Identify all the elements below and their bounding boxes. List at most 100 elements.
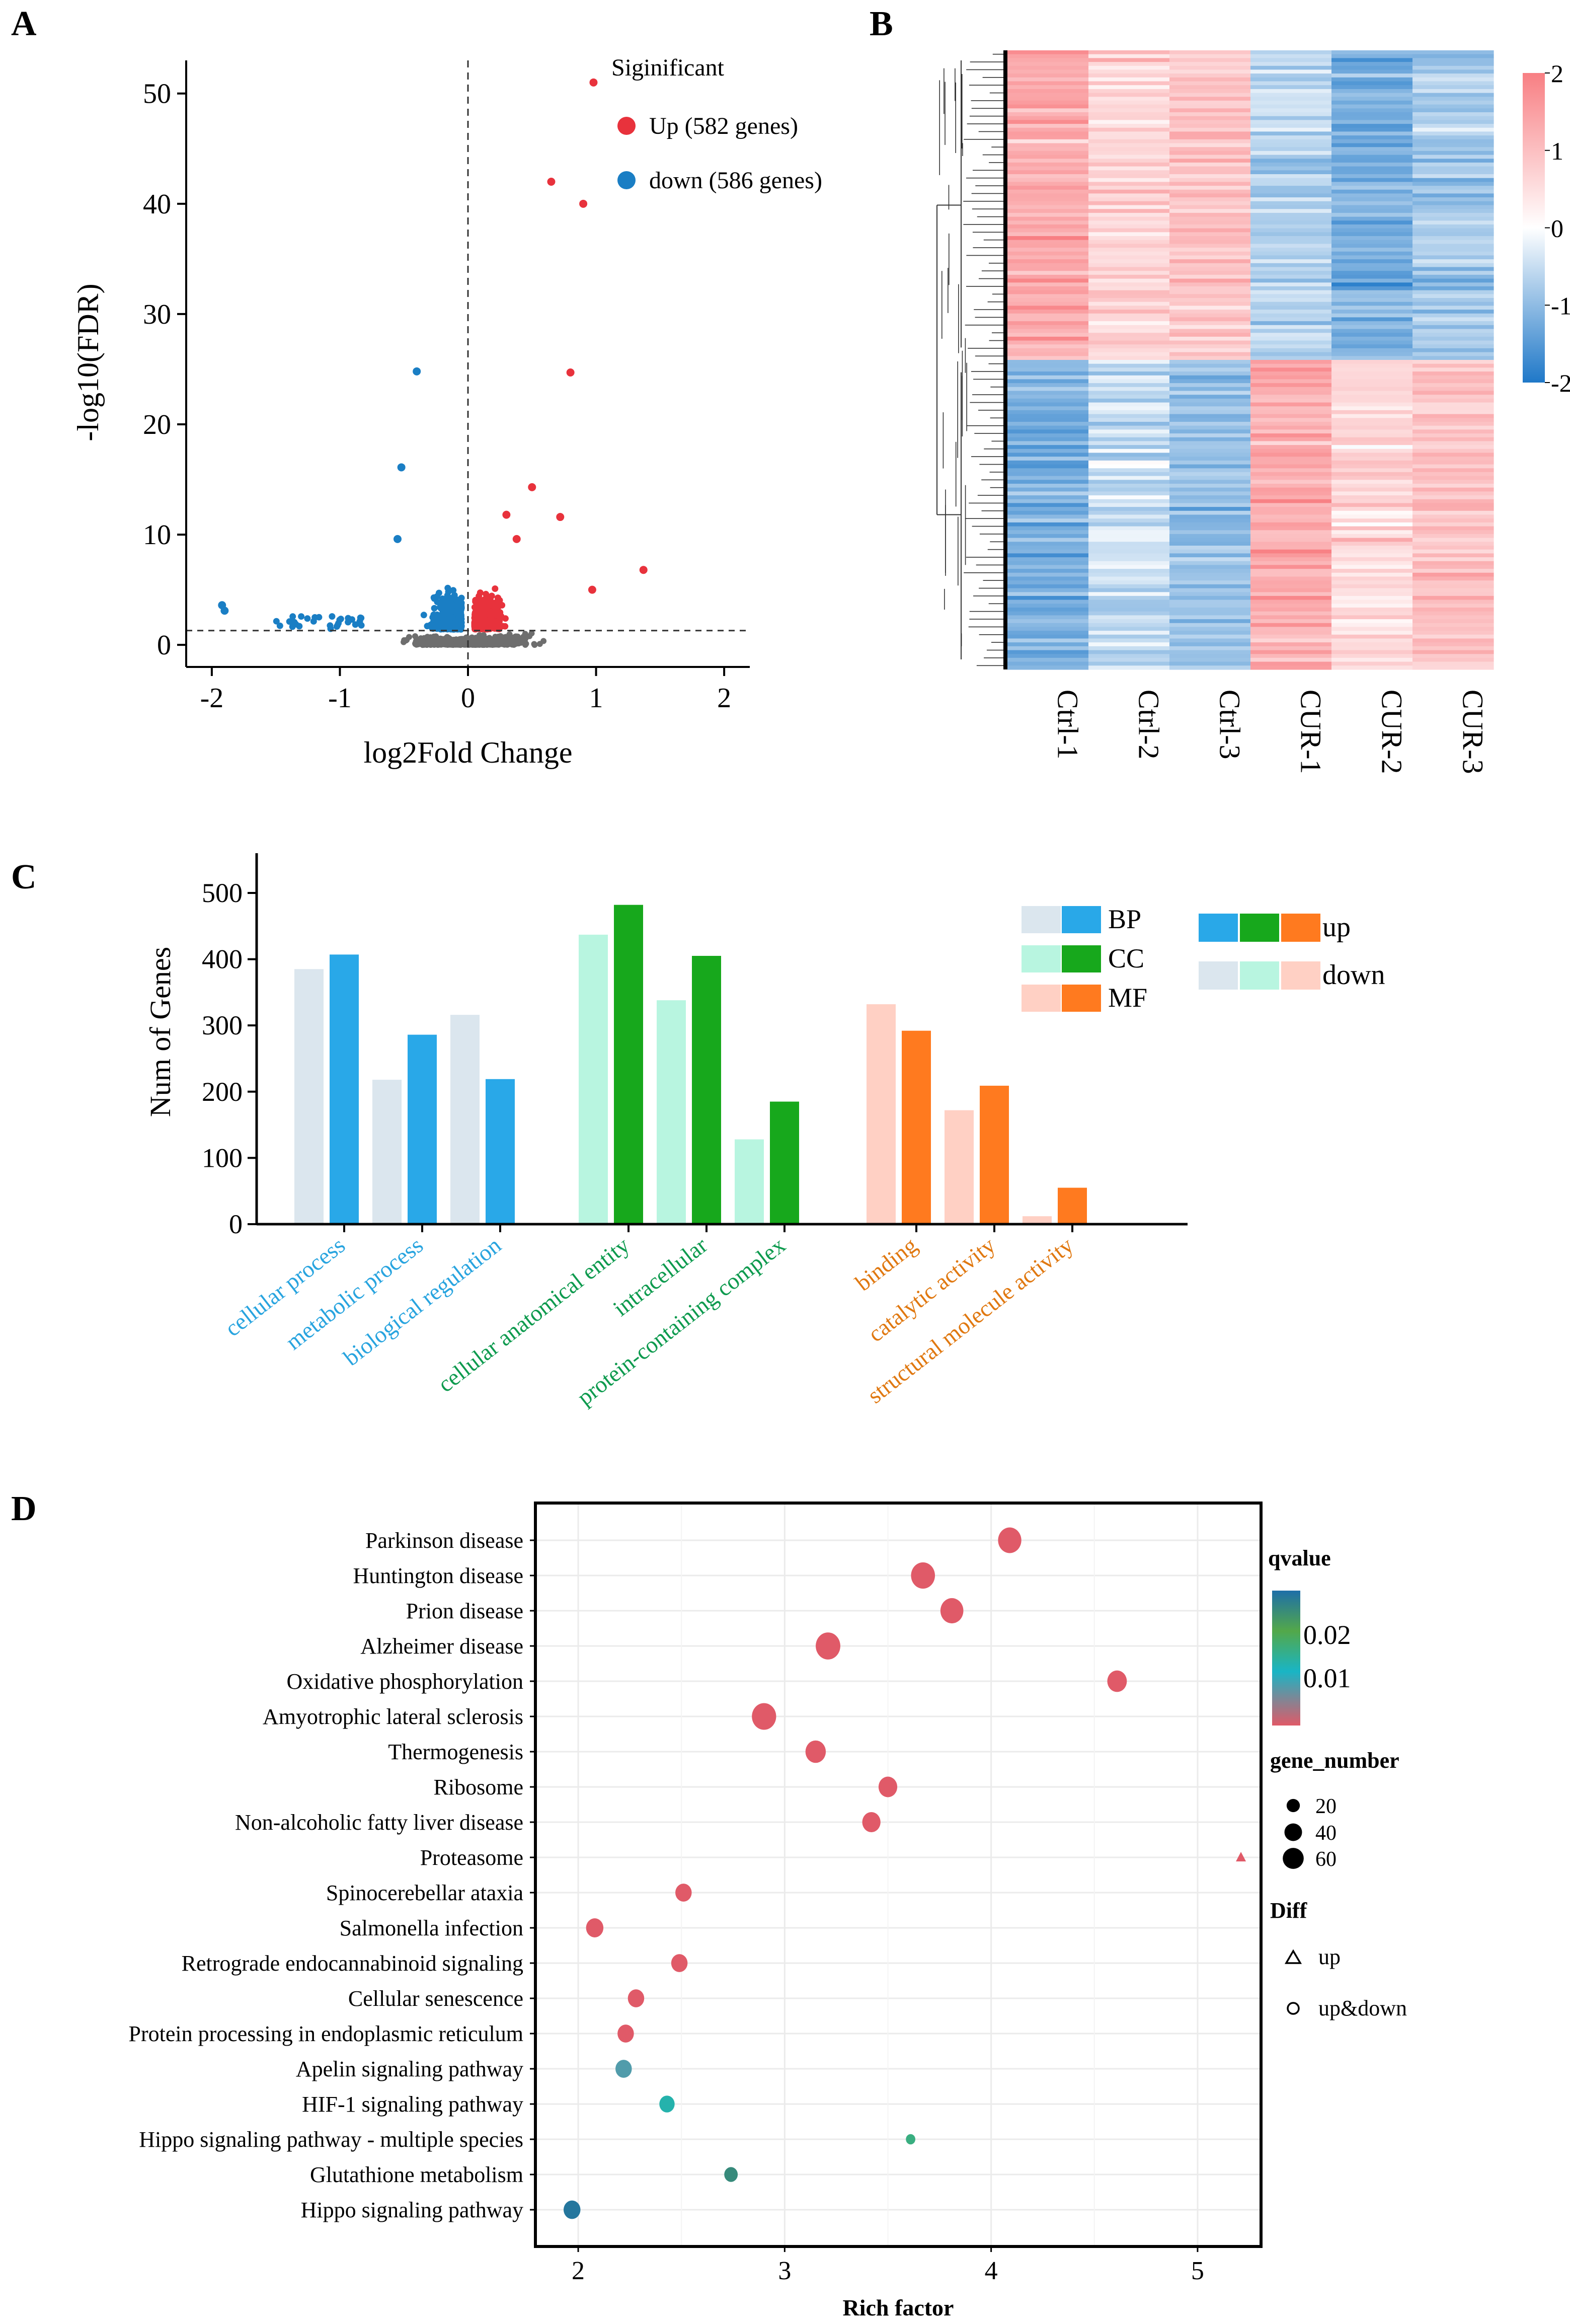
go-legend-up-swatch xyxy=(1281,914,1320,942)
heatmap-cell xyxy=(1007,546,1089,550)
heatmap-cell xyxy=(1007,549,1089,554)
kegg-point xyxy=(563,2200,581,2219)
heatmap-cell xyxy=(1169,611,1251,616)
heatmap-cell xyxy=(1250,379,1332,384)
heatmap-cell xyxy=(1088,193,1170,198)
heatmap-cell xyxy=(1169,274,1251,279)
heatmap-cell xyxy=(1088,89,1170,94)
heatmap-cell xyxy=(1088,437,1170,442)
go-term-label: binding xyxy=(850,1232,922,1296)
heatmap-cell xyxy=(1088,425,1170,430)
heatmap-cell xyxy=(1088,97,1170,101)
up-gene-point xyxy=(486,611,493,618)
heatmap-cell xyxy=(1331,367,1413,372)
go-bar-down xyxy=(579,934,608,1224)
go-bar-up xyxy=(614,905,643,1224)
kegg-x-label: Rich factor xyxy=(843,2295,954,2320)
ns-gene-point xyxy=(462,639,468,645)
heatmap-cell xyxy=(1412,480,1494,484)
size-legend-label: 40 xyxy=(1315,1822,1337,1845)
heatmap-cell xyxy=(1088,379,1170,384)
heatmap-cell xyxy=(1169,437,1251,442)
heatmap-cell xyxy=(1088,599,1170,604)
heatmap-cell xyxy=(1169,546,1251,550)
heatmap-cell xyxy=(1007,127,1089,132)
heatmap-cell xyxy=(1250,186,1332,190)
heatmap-cell xyxy=(1412,460,1494,465)
heatmap-cell xyxy=(1169,62,1251,66)
heatmap-cell xyxy=(1088,306,1170,310)
heatmap-cell xyxy=(1250,387,1332,392)
heatmap-cell xyxy=(1250,654,1332,658)
heatmap-cell xyxy=(1331,402,1413,407)
heatmap-cell xyxy=(1412,595,1494,601)
heatmap-cell xyxy=(1088,240,1170,244)
heatmap-cell xyxy=(1331,619,1413,624)
heatmap-cell xyxy=(1007,665,1089,670)
heatmap-cell xyxy=(1412,62,1494,66)
heatmap-cell xyxy=(1250,429,1332,434)
heatmap-cell xyxy=(1169,298,1251,303)
heatmap-cell xyxy=(1250,166,1332,171)
heatmap-cell xyxy=(1088,631,1170,635)
heatmap-cell xyxy=(1250,557,1332,562)
heatmap-cell xyxy=(1088,209,1170,213)
heatmap-cell xyxy=(1007,383,1089,388)
heatmap-cell xyxy=(1088,627,1170,631)
up-gene-point xyxy=(498,613,505,620)
heatmap-cell xyxy=(1169,499,1251,504)
heatmap-cell xyxy=(1412,282,1494,287)
heatmap-cell xyxy=(1169,480,1251,484)
heatmap-cell xyxy=(1088,592,1170,596)
heatmap-cell xyxy=(1088,224,1170,229)
down-gene-point xyxy=(455,603,462,610)
heatmap-cell xyxy=(1250,325,1332,330)
heatmap-cell xyxy=(1412,244,1494,248)
heatmap-cell xyxy=(1088,414,1170,418)
heatmap-cell xyxy=(1088,542,1170,546)
heatmap-cell xyxy=(1331,274,1413,279)
heatmap-cell xyxy=(1007,592,1089,596)
down-gene-point xyxy=(357,614,364,621)
down-gene-point xyxy=(298,613,305,620)
heatmap-column-label: Ctrl-2 xyxy=(1133,690,1165,760)
go-legend-up-swatch xyxy=(1240,914,1279,942)
heatmap-cell xyxy=(1331,317,1413,322)
heatmap-cell xyxy=(1250,495,1332,500)
kegg-point xyxy=(659,2095,675,2113)
ns-gene-point xyxy=(455,640,461,646)
heatmap-cell xyxy=(1088,546,1170,550)
heatmap-cell xyxy=(1331,650,1413,654)
heatmap-cell xyxy=(1250,232,1332,237)
heatmap-cell xyxy=(1412,267,1494,271)
heatmap-cell xyxy=(1250,457,1332,461)
heatmap-cell xyxy=(1007,100,1089,105)
heatmap-cell xyxy=(1331,131,1413,136)
heatmap-cell xyxy=(1412,77,1494,82)
heatmap-cell xyxy=(1250,302,1332,306)
heatmap-cell xyxy=(1169,151,1251,156)
heatmap-cell xyxy=(1007,236,1089,241)
heatmap-cell xyxy=(1331,580,1413,585)
size-legend-label: 20 xyxy=(1315,1795,1337,1818)
heatmap-cell xyxy=(1412,514,1494,519)
heatmap-cell xyxy=(1007,522,1089,527)
heatmap-cell xyxy=(1007,657,1089,662)
kegg-pathway-label: Spinocerebellar ataxia xyxy=(326,1881,523,1905)
volcano-x-tick-label: -1 xyxy=(328,683,352,714)
heatmap-cell xyxy=(1169,638,1251,643)
heatmap-cell xyxy=(1007,542,1089,546)
heatmap-cell xyxy=(1250,468,1332,473)
heatmap-cell xyxy=(1169,484,1251,488)
heatmap-cell xyxy=(1088,186,1170,190)
go-legend-up-swatch xyxy=(1199,914,1238,942)
heatmap-cell xyxy=(1250,321,1332,326)
heatmap-cell xyxy=(1250,448,1332,454)
go-legend-down-label: down xyxy=(1322,959,1385,991)
heatmap-cell xyxy=(1007,302,1089,306)
heatmap-cell xyxy=(1088,665,1170,670)
heatmap-cell xyxy=(1250,406,1332,411)
heatmap-cell xyxy=(1169,387,1251,392)
heatmap-cell xyxy=(1007,104,1089,109)
heatmap-cell xyxy=(1007,553,1089,558)
